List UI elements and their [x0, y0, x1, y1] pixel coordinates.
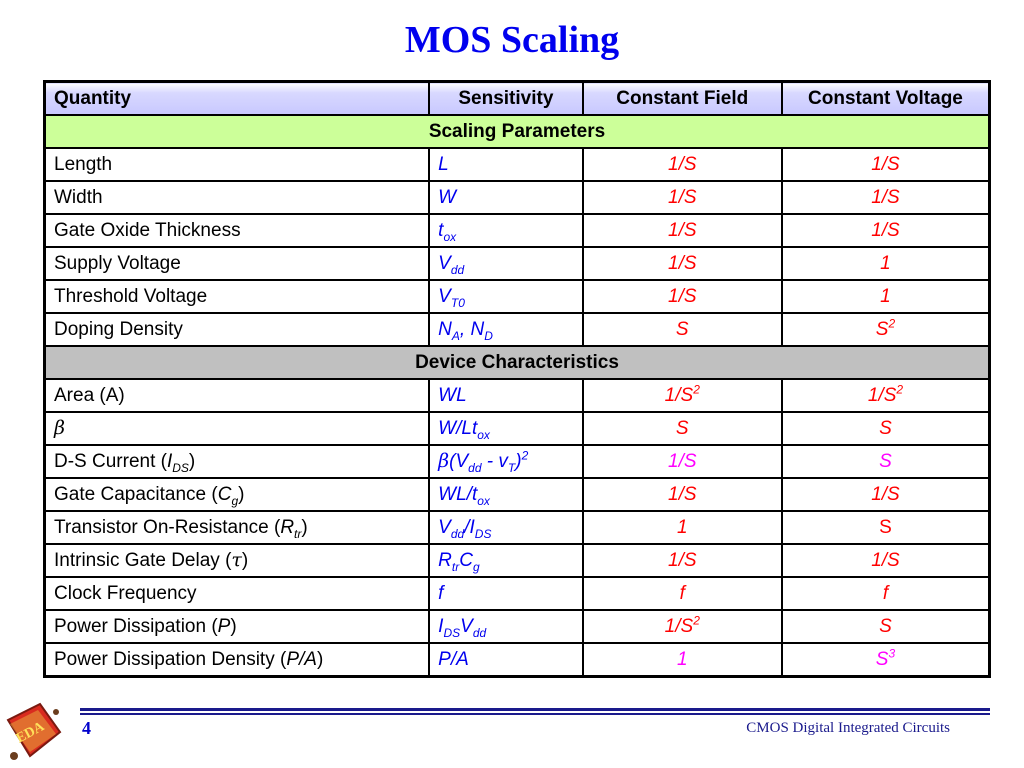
constant-voltage-cell: 1/S2: [780, 378, 991, 413]
sensitivity-cell: β(Vdd - vT)2: [428, 444, 584, 479]
table-row: β W/Ltox S S: [43, 411, 991, 446]
footer-rule: [80, 708, 990, 711]
quantity-cell: Power Dissipation (P): [43, 609, 431, 644]
constant-voltage-cell: S: [780, 444, 991, 479]
sensitivity-cell: L: [428, 147, 584, 182]
table-row: Threshold Voltage VT0 1/S 1: [43, 279, 991, 314]
constant-field-cell: S: [581, 312, 783, 347]
quantity-cell: β: [43, 411, 431, 446]
sensitivity-cell: WL/tox: [428, 477, 584, 512]
table-row: D-S Current (IDS) β(Vdd - vT)2 1/S S: [43, 444, 991, 479]
sensitivity-cell: RtrCg: [428, 543, 584, 578]
quantity-cell: D-S Current (IDS): [43, 444, 431, 479]
constant-field-cell: S: [581, 411, 783, 446]
quantity-cell: Gate Oxide Thickness: [43, 213, 431, 248]
constant-voltage-cell: 1/S: [780, 147, 991, 182]
constant-voltage-cell: 1/S: [780, 180, 991, 215]
constant-field-cell: 1/S: [581, 477, 783, 512]
sensitivity-cell: W: [428, 180, 584, 215]
constant-field-cell: 1: [581, 510, 783, 545]
quantity-cell: Gate Capacitance (Cg): [43, 477, 431, 512]
table-row: Power Dissipation (P) IDSVdd 1/S2 S: [43, 609, 991, 644]
constant-voltage-cell: 1/S: [780, 477, 991, 512]
slide-title: MOS Scaling: [404, 19, 620, 61]
quantity-cell: Power Dissipation Density (P/A): [43, 642, 431, 678]
table-row: Doping Density NA, ND S S2: [43, 312, 991, 347]
sensitivity-cell: tox: [428, 213, 584, 248]
section-label: Device Characteristics: [43, 345, 991, 380]
table-header-row: Quantity Sensitivity Constant Field Cons…: [43, 80, 991, 116]
constant-field-cell: 1/S: [581, 279, 783, 314]
constant-field-cell: 1/S: [581, 444, 783, 479]
constant-field-cell: 1/S: [581, 213, 783, 248]
constant-voltage-cell: 1: [780, 279, 991, 314]
sensitivity-cell: WL: [428, 378, 584, 413]
header-constant-voltage: Constant Voltage: [780, 80, 991, 116]
constant-field-cell: 1/S2: [581, 378, 783, 413]
header-sensitivity: Sensitivity: [428, 80, 584, 116]
table-row: Width W 1/S 1/S: [43, 180, 991, 215]
quantity-cell: Width: [43, 180, 431, 215]
quantity-cell: Doping Density: [43, 312, 431, 347]
constant-voltage-cell: S2: [780, 312, 991, 347]
page-number: 4: [82, 718, 91, 738]
constant-field-cell: 1/S: [581, 180, 783, 215]
constant-voltage-cell: 1/S: [780, 543, 991, 578]
quantity-cell: Transistor On-Resistance (Rtr): [43, 510, 431, 545]
table-row: Transistor On-Resistance (Rtr) Vdd/IDS 1…: [43, 510, 991, 545]
quantity-cell: Supply Voltage: [43, 246, 431, 281]
quantity-cell: Area (A): [43, 378, 431, 413]
sensitivity-cell: IDSVdd: [428, 609, 584, 644]
sensitivity-cell: Vdd/IDS: [428, 510, 584, 545]
section-row-device-characteristics: Device Characteristics: [43, 345, 991, 380]
table-row: Area (A) WL 1/S2 1/S2: [43, 378, 991, 413]
quantity-cell: Intrinsic Gate Delay (τ): [43, 543, 431, 578]
table-row: Power Dissipation Density (P/A) P/A 1 S3: [43, 642, 991, 678]
constant-voltage-cell: S: [780, 411, 991, 446]
sensitivity-cell: W/Ltox: [428, 411, 584, 446]
constant-field-cell: 1: [581, 642, 783, 678]
sensitivity-cell: f: [428, 576, 584, 611]
sensitivity-cell: VT0: [428, 279, 584, 314]
table-row: Intrinsic Gate Delay (τ) RtrCg 1/S 1/S: [43, 543, 991, 578]
table-row: Gate Capacitance (Cg) WL/tox 1/S 1/S: [43, 477, 991, 512]
header-constant-field: Constant Field: [581, 80, 783, 116]
constant-voltage-cell: S3: [780, 642, 991, 678]
quantity-cell: Threshold Voltage: [43, 279, 431, 314]
constant-voltage-cell: S: [780, 510, 991, 545]
table-row: Length L 1/S 1/S: [43, 147, 991, 182]
table-row: Clock Frequency f f f: [43, 576, 991, 611]
constant-field-cell: 1/S: [581, 147, 783, 182]
constant-voltage-cell: 1/S: [780, 213, 991, 248]
footer-course-title: CMOS Digital Integrated Circuits: [746, 720, 950, 736]
footer-rule-thin: [80, 713, 990, 715]
quantity-cell: Length: [43, 147, 431, 182]
sensitivity-cell: P/A: [428, 642, 584, 678]
header-quantity: Quantity: [43, 80, 431, 116]
table-row: Gate Oxide Thickness tox 1/S 1/S: [43, 213, 991, 248]
quantity-cell: Clock Frequency: [43, 576, 431, 611]
scaling-table: Quantity Sensitivity Constant Field Cons…: [43, 80, 991, 678]
sensitivity-cell: NA, ND: [428, 312, 584, 347]
section-label: Scaling Parameters: [43, 114, 991, 149]
eda-logo-icon: EDA: [6, 702, 62, 760]
constant-field-cell: 1/S2: [581, 609, 783, 644]
section-row-scaling-parameters: Scaling Parameters: [43, 114, 991, 149]
constant-field-cell: 1/S: [581, 543, 783, 578]
constant-field-cell: 1/S: [581, 246, 783, 281]
sensitivity-cell: Vdd: [428, 246, 584, 281]
constant-voltage-cell: S: [780, 609, 991, 644]
constant-field-cell: f: [581, 576, 783, 611]
constant-voltage-cell: 1: [780, 246, 991, 281]
table-row: Supply Voltage Vdd 1/S 1: [43, 246, 991, 281]
constant-voltage-cell: f: [780, 576, 991, 611]
